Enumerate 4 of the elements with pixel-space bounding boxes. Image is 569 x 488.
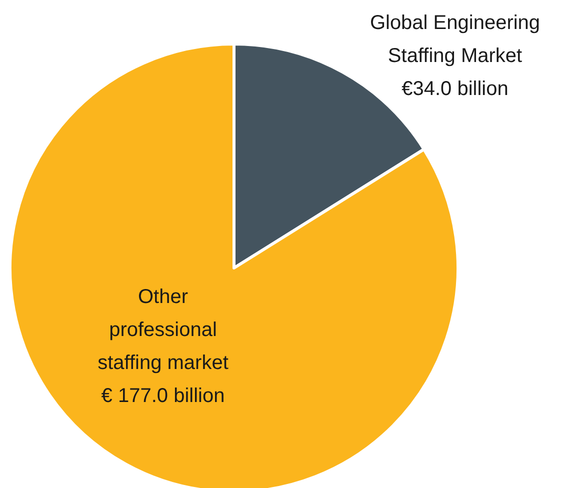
data-label: € 177.0 billion: [101, 385, 225, 407]
slice-label: Other professional staffing market: [98, 286, 229, 374]
data-label: €34.0 billion: [402, 78, 508, 100]
slice-label: Global Engineering Staffing Market: [370, 12, 540, 67]
